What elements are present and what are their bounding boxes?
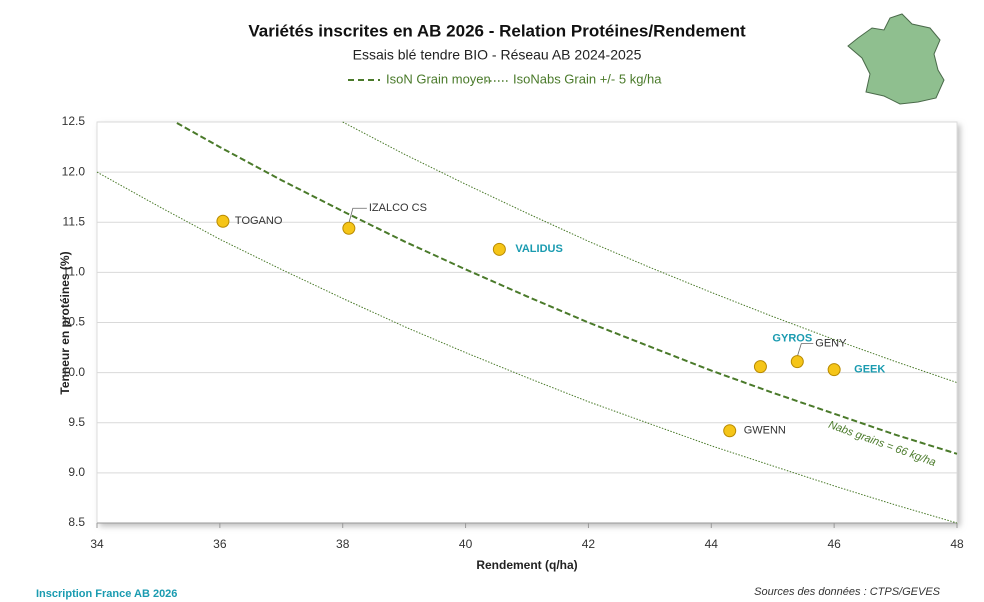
y-tick-label: 11.0	[63, 265, 86, 279]
y-tick-label: 12.0	[62, 164, 86, 178]
y-tick-label: 10.5	[62, 315, 86, 329]
footer-left: Inscription France AB 2026	[36, 588, 177, 600]
x-tick-label: 46	[827, 537, 841, 551]
point-label: GWENN	[744, 425, 786, 437]
point	[492, 242, 506, 256]
y-tick-label: 8.5	[68, 515, 85, 529]
legend-label: IsoNabs Grain +/- 5 kg/ha	[513, 71, 662, 86]
x-tick-label: 36	[213, 537, 227, 551]
point-label: GYROS	[772, 333, 812, 345]
leader-line	[348, 207, 367, 224]
point	[216, 214, 230, 228]
footer-right: Sources des données : CTPS/GEVES	[754, 586, 941, 598]
dotted-curve	[342, 121, 958, 384]
point	[790, 355, 804, 369]
x-tick-label: 40	[459, 537, 473, 551]
x-tick-label: 38	[336, 537, 350, 551]
x-tick-label: 48	[950, 537, 964, 551]
x-tick-label: 42	[582, 537, 596, 551]
point	[827, 363, 841, 377]
dashed-curve	[176, 122, 958, 455]
point-label: GENY	[815, 338, 847, 350]
dotted-curve	[96, 171, 958, 524]
chart-subtitle: Essais blé tendre BIO - Réseau AB 2024-2…	[353, 47, 642, 63]
point-label: TOGANO	[235, 215, 283, 227]
y-tick-label: 10.0	[62, 365, 86, 379]
x-tick-label: 34	[90, 537, 104, 551]
y-tick-label: 9.0	[68, 465, 85, 479]
point-label: VALIDUS	[515, 243, 562, 255]
point	[342, 221, 356, 235]
y-tick-label: 12.5	[62, 114, 86, 128]
france-map	[847, 13, 945, 105]
point-label: GEEK	[854, 364, 885, 376]
point	[723, 424, 737, 438]
x-tick-label: 44	[705, 537, 719, 551]
chart-title: Variétés inscrites en AB 2026 - Relation…	[248, 21, 746, 40]
y-tick-label: 9.5	[68, 415, 85, 429]
y-axis-title: Tenneur en protéines (%)	[58, 251, 72, 394]
leader-line	[796, 343, 814, 357]
y-tick-label: 11.5	[63, 214, 86, 228]
point	[753, 360, 767, 374]
point-label: IZALCO CS	[369, 202, 427, 214]
x-axis-title: Rendement (q/ha)	[476, 558, 577, 572]
legend-label: IsoN Grain moyen	[386, 71, 491, 86]
